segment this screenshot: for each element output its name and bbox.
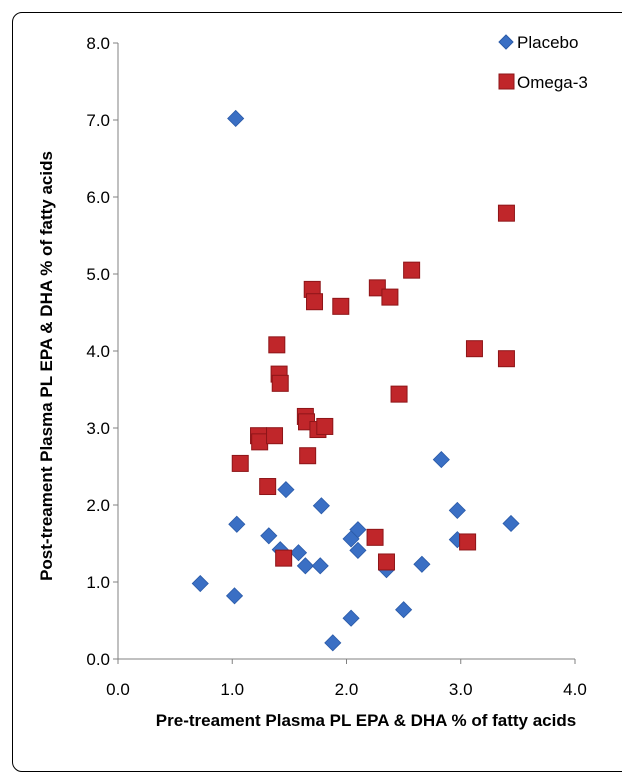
y-axis-title: Post-treament Plasma PL EPA & DHA % of f… — [37, 151, 56, 581]
y-axis-ticks: 0.0 1.0 2.0 3.0 4.0 5.0 6.0 7.0 8.0 — [86, 34, 118, 669]
series-placebo — [191, 109, 520, 652]
scatter-chart: 0.0 1.0 2.0 3.0 4.0 5.0 6.0 7.0 8.0 0.0 1.0 2.0 3.0… — [37, 33, 588, 730]
x-tick-label: 4.0 — [563, 680, 587, 699]
placebo-point — [502, 514, 520, 533]
y-tick-label: 3.0 — [86, 419, 110, 438]
legend-item-placebo: Placebo — [498, 33, 578, 52]
x-tick-label: 3.0 — [449, 680, 473, 699]
omega-3-point — [332, 297, 350, 315]
omega-3-point — [251, 433, 269, 451]
omega-3-point — [390, 385, 408, 403]
legend-label-placebo: Placebo — [517, 33, 578, 52]
y-tick-label: 6.0 — [86, 188, 110, 207]
omega-3-point — [231, 454, 249, 472]
legend: Placebo Omega-3 — [498, 33, 588, 92]
series-omega-3 — [231, 204, 515, 571]
x-axis-ticks: 0.0 1.0 2.0 3.0 4.0 — [106, 659, 587, 699]
omega-3-point — [497, 204, 515, 222]
placebo-point — [277, 481, 295, 499]
legend-marker-omega-3 — [498, 73, 515, 90]
omega-3-point — [377, 553, 395, 571]
placebo-point — [349, 541, 367, 559]
omega-3-point — [381, 288, 399, 306]
placebo-point — [342, 609, 360, 627]
omega-3-point — [366, 528, 384, 546]
placebo-point — [448, 501, 466, 519]
y-tick-label: 5.0 — [86, 265, 110, 284]
placebo-point — [312, 497, 330, 515]
x-tick-label: 2.0 — [335, 680, 359, 699]
y-tick-label: 4.0 — [86, 342, 110, 361]
legend-marker-placebo — [498, 34, 514, 50]
placebo-point — [289, 544, 308, 562]
placebo-point — [191, 574, 209, 593]
legend-label-omega-3: Omega-3 — [517, 73, 588, 92]
y-tick-label: 7.0 — [86, 111, 110, 130]
y-tick-label: 2.0 — [86, 496, 110, 515]
omega-3-point — [465, 340, 483, 358]
placebo-point — [311, 557, 329, 575]
placebo-point — [432, 451, 450, 469]
placebo-point — [349, 521, 367, 539]
placebo-point — [296, 557, 314, 575]
legend-item-omega-3: Omega-3 — [498, 73, 588, 92]
omega-3-point — [275, 549, 293, 567]
omega-3-point — [271, 374, 289, 392]
omega-3-point — [299, 447, 317, 465]
y-tick-label: 1.0 — [86, 573, 110, 592]
y-tick-label: 8.0 — [86, 34, 110, 53]
placebo-point — [225, 587, 244, 605]
y-tick-label: 0.0 — [86, 650, 110, 669]
omega-3-point — [266, 427, 284, 445]
placebo-point — [260, 527, 278, 545]
x-tick-label: 1.0 — [220, 680, 244, 699]
omega-3-point — [316, 417, 334, 435]
placebo-point — [228, 515, 246, 533]
placebo-point — [324, 634, 342, 652]
omega-3-point — [268, 336, 286, 354]
omega-3-point — [497, 350, 515, 368]
omega-3-point — [459, 533, 477, 551]
omega-3-point — [306, 293, 324, 311]
omega-3-point — [259, 478, 277, 496]
data-points — [191, 109, 520, 652]
placebo-point — [395, 601, 413, 619]
omega-3-point — [403, 261, 421, 279]
placebo-point — [227, 109, 245, 128]
x-axis-title: Pre-treament Plasma PL EPA & DHA % of fa… — [156, 711, 576, 730]
x-tick-label: 0.0 — [106, 680, 130, 699]
placebo-point — [413, 555, 431, 573]
omega-3-point — [368, 279, 386, 297]
